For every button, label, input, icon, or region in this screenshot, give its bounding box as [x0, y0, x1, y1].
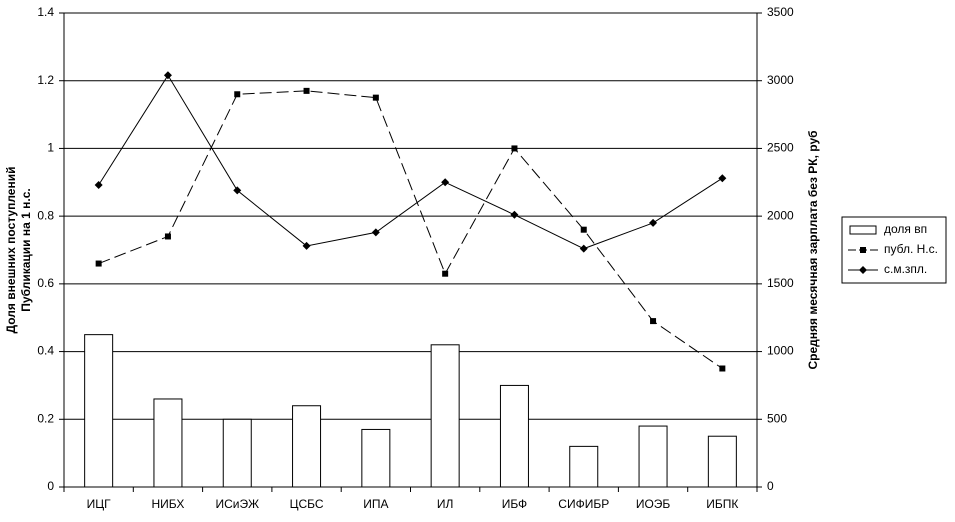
x-tick-label: НИБХ — [151, 497, 184, 511]
y2-tick-label: 2500 — [767, 141, 794, 155]
point — [650, 318, 657, 325]
x-tick-label: ИЛ — [437, 497, 454, 511]
bar — [499, 384, 529, 488]
y-tick-label: 1 — [47, 141, 54, 155]
y2-tick-label: 500 — [767, 411, 787, 425]
point — [510, 210, 519, 219]
legend: доля вп публ. Н.с. с.м.зпл. — [841, 216, 947, 284]
legend-label: с.м.зпл. — [884, 262, 927, 276]
y2-tick-label: 1000 — [767, 344, 794, 358]
x-tick-label: ЦСБС — [290, 497, 324, 511]
point — [303, 87, 310, 94]
y-tick-label: 0.6 — [37, 276, 54, 290]
point — [164, 233, 171, 240]
bar — [84, 334, 114, 488]
y-axis-title: Доля внешних поступлений Публикации на 1… — [4, 167, 33, 334]
bar — [707, 435, 737, 488]
bar — [153, 398, 183, 488]
point — [371, 228, 380, 237]
y-tick-label: 0.8 — [37, 208, 54, 222]
line — [98, 74, 723, 250]
bar — [569, 445, 599, 488]
point — [234, 91, 241, 98]
point — [719, 365, 726, 372]
point — [372, 94, 379, 101]
legend-label: публ. Н.с. — [884, 242, 938, 256]
y-tick-label: 1.2 — [37, 73, 54, 87]
y2-tick-label: 2000 — [767, 208, 794, 222]
bar — [222, 418, 252, 488]
y2-tick-label: 3000 — [767, 73, 794, 87]
point — [579, 244, 588, 253]
y-title-line: Публикации на 1 н.с. — [19, 188, 33, 311]
point — [580, 226, 587, 233]
x-tick-label: ИЦГ — [87, 497, 112, 511]
point — [95, 260, 102, 267]
point — [163, 71, 172, 80]
point — [441, 178, 450, 187]
y-title-line: Доля внешних поступлений — [4, 167, 18, 334]
bar — [361, 428, 391, 488]
x-tick-label: ИПА — [363, 497, 388, 511]
point — [442, 270, 449, 277]
legend-swatch — [849, 225, 877, 235]
point — [649, 218, 658, 227]
point — [94, 180, 103, 189]
y2-tick-label: 0 — [767, 479, 774, 493]
bar — [430, 344, 460, 488]
x-tick-label: СИФИБР — [558, 497, 609, 511]
legend-marker — [860, 247, 866, 253]
bar — [292, 405, 322, 488]
point — [302, 241, 311, 250]
y2-tick-label: 1500 — [767, 276, 794, 290]
x-tick-label: ИОЭБ — [636, 497, 671, 511]
legend-label: доля вп — [884, 222, 927, 236]
line — [98, 90, 723, 369]
y-tick-label: 0.2 — [37, 411, 54, 425]
y-tick-label: 0 — [47, 479, 54, 493]
point — [718, 174, 727, 183]
x-tick-label: ИСиЭЖ — [215, 497, 259, 511]
x-tick-label: ИБПК — [706, 497, 738, 511]
bar — [638, 425, 668, 488]
legend-marker — [859, 266, 867, 274]
x-tick-label: ИБФ — [502, 497, 528, 511]
point — [511, 145, 518, 152]
point — [233, 186, 242, 195]
y-tick-label: 1.4 — [37, 5, 54, 19]
y2-tick-label: 3500 — [767, 5, 794, 19]
y-tick-label: 0.4 — [37, 344, 54, 358]
y2-axis-title: Средняя месячная зарплата без РК, руб — [806, 130, 820, 369]
